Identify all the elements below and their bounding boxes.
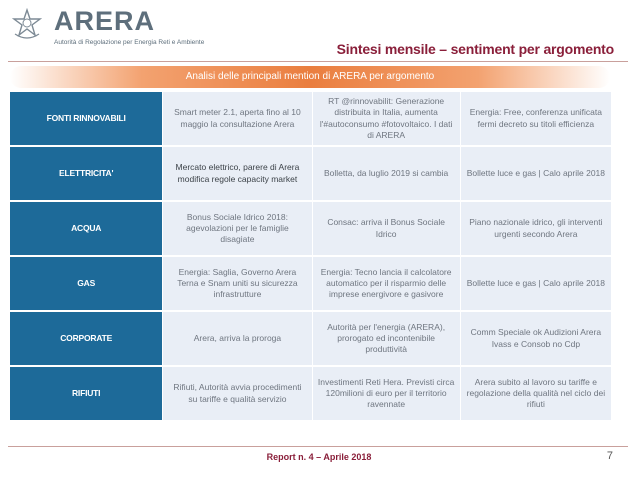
mention-cell: Piano nazionale idrico, gli interventi u… <box>460 202 611 255</box>
mention-cell: Bolletta, da luglio 2019 si cambia <box>312 147 461 200</box>
mention-cell: Bollette luce e gas | Calo aprile 2018 <box>460 147 611 200</box>
mention-cell: Energia: Tecno lancia il calcolatore aut… <box>312 257 461 310</box>
table-row: GAS Energia: Saglia, Governo Arera Terna… <box>10 257 611 310</box>
logo-name: ARERA <box>54 6 156 36</box>
mention-cell: Energia: Saglia, Governo Arera Terna e S… <box>163 257 313 310</box>
table-row: ELETTRICITA' Mercato elettrico, parere d… <box>10 147 611 200</box>
mention-cell: Rifiuti, Autorità avvia procedimenti su … <box>163 367 313 420</box>
mention-cell: Autorità per l'energia (ARERA), prorogat… <box>312 312 461 365</box>
category-cell: CORPORATE <box>10 312 164 365</box>
page-number: 7 <box>606 450 613 462</box>
page-title: Sintesi mensile – sentiment per argoment… <box>336 41 615 57</box>
category-cell: RIFIUTI <box>10 367 164 420</box>
arera-logo: ARERA Autorità di Regolazione per Energi… <box>8 6 248 48</box>
mention-cell: Bollette luce e gas | Calo aprile 2018 <box>460 257 611 310</box>
mention-cell: Smart meter 2.1, aperta fino al 10 maggi… <box>163 92 313 145</box>
mention-cell: Mercato elettrico, parere di Arera modif… <box>163 147 313 200</box>
category-cell: ELETTRICITA' <box>10 147 164 200</box>
mention-cell: Energia: Free, conferenza unificata ferm… <box>460 92 611 145</box>
table-row: CORPORATE Arera, arriva la proroga Autor… <box>10 312 611 365</box>
mention-cell: Arera subito al lavoro su tariffe e rego… <box>460 367 611 420</box>
footer-divider <box>8 446 628 447</box>
mention-cell: RT @rinnovabilit: Generazione distribuit… <box>312 92 461 145</box>
mention-cell: Bonus Sociale Idrico 2018: agevolazioni … <box>163 202 313 255</box>
mention-cell: Comm Speciale ok Audizioni Arera Ivass e… <box>460 312 611 365</box>
report-label: Report n. 4 – Aprile 2018 <box>266 452 372 462</box>
category-cell: FONTI RINNOVABILI <box>10 92 164 145</box>
mention-cell: Consac: arriva il Bonus Sociale Idrico <box>312 202 461 255</box>
mention-cell: Investimenti Reti Hera. Previsti circa 1… <box>312 367 461 420</box>
logo-subtitle: Autorità di Regolazione per Energia Reti… <box>54 39 205 46</box>
mention-cell: Arera, arriva la proroga <box>163 312 313 365</box>
table-row: FONTI RINNOVABILI Smart meter 2.1, apert… <box>10 92 611 145</box>
mentions-table: FONTI RINNOVABILI Smart meter 2.1, apert… <box>10 90 611 422</box>
banner-text: Analisi delle principali mention di ARER… <box>185 71 435 82</box>
category-cell: GAS <box>10 257 164 310</box>
table-row: ACQUA Bonus Sociale Idrico 2018: agevola… <box>10 202 611 255</box>
table-row: RIFIUTI Rifiuti, Autorità avvia procedim… <box>10 367 611 420</box>
category-cell: ACQUA <box>10 202 164 255</box>
title-divider <box>8 61 628 62</box>
section-banner: Analisi delle principali mention di ARER… <box>10 66 610 88</box>
republic-emblem-icon <box>12 8 42 39</box>
